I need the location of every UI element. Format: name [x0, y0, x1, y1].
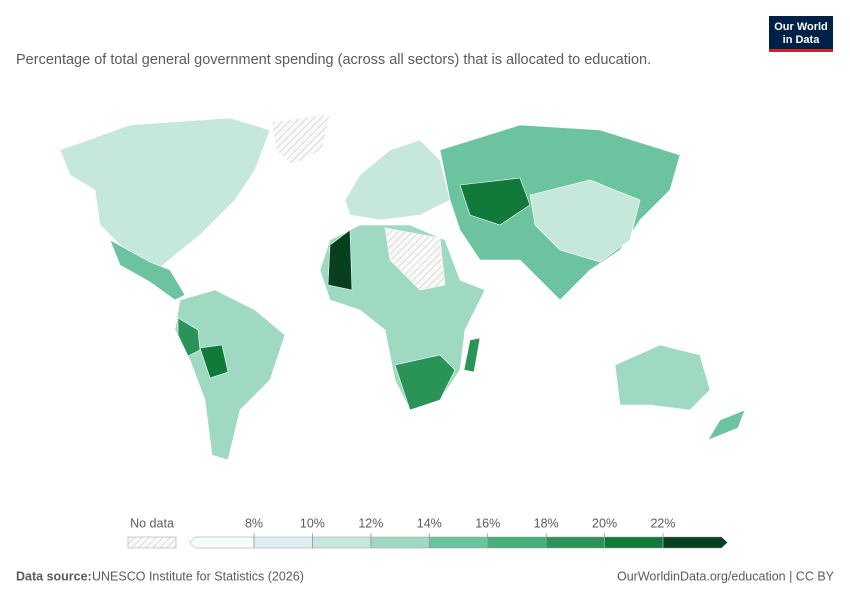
legend-bin — [253, 536, 313, 549]
logo-box — [769, 16, 833, 50]
region[interactable] — [459, 177, 531, 226]
region[interactable] — [707, 409, 746, 441]
footer-url: OurWorldinData.org/education | CC BY — [617, 569, 835, 583]
map — [59, 113, 746, 461]
region[interactable] — [271, 113, 331, 166]
region[interactable] — [174, 289, 286, 461]
legend-bin — [662, 536, 728, 549]
no-data-swatch — [127, 536, 177, 549]
legend-bin — [487, 536, 547, 549]
legend-bin — [312, 536, 372, 549]
region[interactable] — [177, 317, 201, 357]
title: Percentage of total general government s… — [16, 52, 651, 68]
region[interactable] — [614, 344, 711, 411]
legend-bin — [370, 536, 430, 549]
legend-tick-label: 20% — [592, 516, 617, 530]
region[interactable] — [199, 344, 229, 379]
region[interactable] — [463, 337, 481, 373]
logo-underline — [769, 49, 833, 52]
region[interactable] — [344, 139, 451, 221]
region[interactable] — [529, 179, 641, 263]
legend-bin — [189, 536, 255, 549]
source: UNESCO Institute for Statistics (2026) — [92, 569, 304, 583]
no-data-label: No data — [130, 516, 174, 530]
region[interactable] — [327, 229, 353, 291]
legend-tick-label: 16% — [475, 516, 500, 530]
region[interactable] — [59, 117, 271, 269]
legend-tick-label: 12% — [358, 516, 383, 530]
legend-bin — [604, 536, 664, 549]
legend-tick-label: 22% — [650, 516, 675, 530]
region[interactable] — [384, 227, 446, 291]
logo-text: in Data — [783, 34, 821, 46]
legend-bin — [545, 536, 605, 549]
legend: No data 8% 10% 12% 14% 16% 18% 20% 22% — [127, 516, 728, 549]
legend-bin — [429, 536, 488, 549]
legend-tick-label: 14% — [417, 516, 442, 530]
source-label: Data source: — [16, 569, 92, 583]
logo[interactable]: Our World in Data — [769, 16, 833, 52]
region[interactable] — [394, 354, 456, 411]
legend-tick-label: 10% — [300, 516, 325, 530]
region[interactable] — [109, 239, 186, 301]
legend-tick-label: 18% — [534, 516, 559, 530]
legend-tick-label: 8% — [245, 516, 263, 530]
logo-text: Our World — [774, 21, 828, 33]
